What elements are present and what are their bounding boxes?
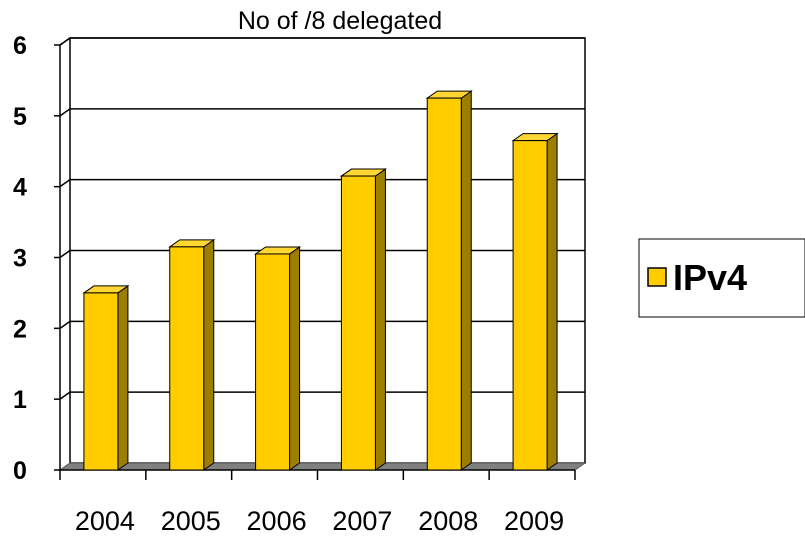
bar-front (426, 97, 462, 471)
chart-floor (58, 462, 587, 471)
x-tick-label: 2004 (75, 506, 135, 536)
legend-swatch (647, 267, 667, 287)
bar-side (374, 168, 386, 471)
bar-side (203, 238, 215, 471)
legend-label-ipv4: IPv4 (673, 257, 747, 298)
bar-front (255, 253, 291, 471)
y-tick-label: 2 (13, 315, 27, 343)
side-gridline (59, 179, 71, 188)
y-tick-label: 0 (13, 457, 27, 485)
bar-side (117, 284, 129, 471)
bar-front (169, 246, 205, 471)
x-tick-label: 2005 (161, 506, 221, 536)
bar-front (512, 140, 548, 471)
bar-2009 (511, 132, 559, 471)
y-tick-label: 5 (13, 103, 27, 131)
x-axis-ticks: 2004 2005 2006 2007 2008 2009 (59, 470, 576, 536)
bars (82, 90, 559, 471)
chart-title: No of /8 delegated (238, 7, 442, 35)
bar-side (460, 90, 472, 471)
y-tick-label: 1 (13, 386, 27, 414)
x-tick-label: 2006 (247, 506, 307, 536)
bar-front (83, 292, 119, 471)
side-gridline (59, 320, 71, 329)
bar-2008 (425, 90, 473, 471)
x-tick-label: 2009 (504, 506, 564, 536)
side-gridline (59, 108, 71, 117)
bar-2006 (253, 245, 302, 471)
bar-2005 (168, 238, 216, 471)
x-tick-label: 2008 (418, 506, 478, 536)
y-axis-ticks: 0 1 2 3 4 5 6 (13, 32, 60, 485)
bar-side (289, 245, 301, 471)
bar-front (340, 175, 376, 471)
gridlines (59, 37, 585, 400)
legend: IPv4 (638, 238, 805, 318)
bar-2007 (339, 168, 388, 471)
y-tick-label: 3 (13, 245, 27, 273)
floor-plane (58, 462, 587, 471)
bar-side (546, 132, 558, 471)
bar-2004 (82, 284, 130, 471)
y-axis-top-connector (59, 37, 71, 46)
side-gridline (59, 391, 71, 400)
y-tick-label: 4 (13, 174, 27, 202)
x-tick-label: 2007 (332, 506, 392, 536)
side-gridline (59, 249, 71, 259)
y-tick-label: 6 (13, 32, 27, 60)
